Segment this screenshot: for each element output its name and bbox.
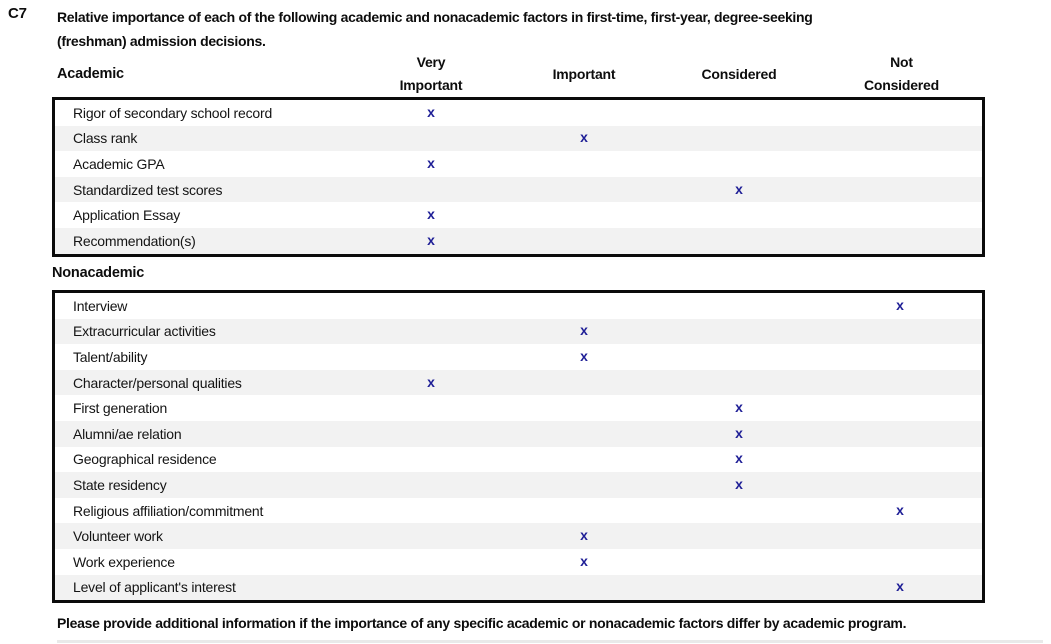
importance-mark: x <box>427 154 435 171</box>
academic-section-header: Academic <box>57 66 124 82</box>
mark-cell: x <box>818 297 982 315</box>
factor-row: Talent/ability x <box>55 344 982 370</box>
factor-row: Volunteer work x <box>55 523 982 549</box>
mark-cell: x <box>818 502 982 520</box>
factor-label: Application Essay <box>73 207 181 224</box>
factor-row: Interview x <box>55 293 982 319</box>
importance-mark: x <box>735 424 743 441</box>
factor-row: Rigor of secondary school record x <box>55 100 982 126</box>
factor-label: Academic GPA <box>73 155 165 172</box>
mark-cell: x <box>354 232 508 250</box>
factor-row: State residency x <box>55 472 982 498</box>
factor-row: Level of applicant's interest x <box>55 574 982 601</box>
question-id: C7 <box>8 5 27 22</box>
factor-label: Work experience <box>73 553 175 570</box>
cutoff-element-top-edge <box>57 640 1043 643</box>
importance-mark: x <box>896 501 904 518</box>
column-headers: Academic Very Important Important Consid… <box>52 50 985 98</box>
factor-row: Academic GPA x <box>55 151 982 177</box>
factor-row: Character/personal qualities x <box>55 369 982 396</box>
mark-cell: x <box>508 129 660 147</box>
importance-mark: x <box>896 578 904 595</box>
column-header-important: Important <box>552 65 616 82</box>
importance-mark: x <box>580 527 588 544</box>
mark-cell: x <box>660 399 818 417</box>
factor-label: Religious affiliation/commitment <box>73 502 264 519</box>
importance-mark: x <box>580 129 588 146</box>
importance-mark: x <box>896 296 904 313</box>
factor-label: Class rank <box>73 130 138 147</box>
column-header-cell: Important <box>508 50 660 98</box>
nonacademic-section-header: Nonacademic <box>52 265 145 281</box>
mark-cell: x <box>660 181 818 199</box>
mark-cell: x <box>660 425 818 443</box>
factor-row: First generation x <box>55 395 982 421</box>
importance-mark: x <box>580 322 588 339</box>
factor-label: State residency <box>73 476 167 493</box>
factor-label: Level of applicant's interest <box>73 579 236 596</box>
importance-mark: x <box>735 450 743 467</box>
column-header-cell: Not Considered <box>818 50 985 98</box>
mark-cell: x <box>818 578 982 596</box>
factor-label: First generation <box>73 400 168 417</box>
importance-mark: x <box>735 475 743 492</box>
mark-cell: x <box>660 476 818 494</box>
factor-label: Standardized test scores <box>73 181 223 198</box>
factor-label: Talent/ability <box>73 348 148 365</box>
importance-mark: x <box>580 347 588 364</box>
importance-mark: x <box>427 231 435 248</box>
mark-cell: x <box>354 374 508 392</box>
mark-cell: x <box>354 206 508 224</box>
factor-row: Religious affiliation/commitment x <box>55 497 982 524</box>
importance-mark: x <box>580 552 588 569</box>
question-title-line2: (freshman) admission decisions. <box>57 33 266 49</box>
mark-cell: x <box>660 450 818 468</box>
column-header-not-considered: Not Considered <box>863 54 939 93</box>
question-title-line1: Relative importance of each of the follo… <box>57 9 813 25</box>
factor-row: Recommendation(s) x <box>55 227 982 254</box>
mark-cell: x <box>354 104 508 122</box>
academic-factors-table: Rigor of secondary school record x Class r… <box>52 97 985 257</box>
question-title: Relative importance of each of the follo… <box>57 5 1007 53</box>
factor-label: Volunteer work <box>73 528 163 545</box>
factor-label: Geographical residence <box>73 451 217 468</box>
mark-cell: x <box>508 527 660 545</box>
factor-row: Alumni/ae relation x <box>55 420 982 447</box>
factor-label: Extracurricular activities <box>73 323 216 340</box>
factor-label: Rigor of secondary school record <box>73 104 273 121</box>
mark-cell: x <box>508 322 660 340</box>
column-header-considered: Considered <box>701 65 777 82</box>
factor-row: Work experience x <box>55 548 982 575</box>
footer-note: Please provide additional information if… <box>57 615 907 631</box>
factor-label: Recommendation(s) <box>73 232 196 249</box>
factor-row: Standardized test scores x <box>55 176 982 203</box>
column-header-cell: Very Important <box>354 50 508 98</box>
importance-mark: x <box>427 103 435 120</box>
factor-label: Alumni/ae relation <box>73 425 182 442</box>
importance-mark: x <box>427 373 435 390</box>
factor-label: Character/personal qualities <box>73 374 242 391</box>
mark-cell: x <box>354 155 508 173</box>
column-header-very-important: Very Important <box>399 54 463 93</box>
factor-row: Geographical residence x <box>55 446 982 473</box>
importance-mark: x <box>735 399 743 416</box>
importance-mark: x <box>735 180 743 197</box>
factor-row: Extracurricular activities x <box>55 318 982 345</box>
factor-row: Class rank x <box>55 125 982 152</box>
importance-mark: x <box>427 206 435 223</box>
nonacademic-factors-table: Interview x Extracurricular activities x Tal… <box>52 290 985 604</box>
factor-label: Interview <box>73 297 128 314</box>
mark-cell: x <box>508 348 660 366</box>
column-header-cell: Considered <box>660 50 818 98</box>
mark-cell: x <box>508 553 660 571</box>
factor-row: Application Essay x <box>55 202 982 228</box>
